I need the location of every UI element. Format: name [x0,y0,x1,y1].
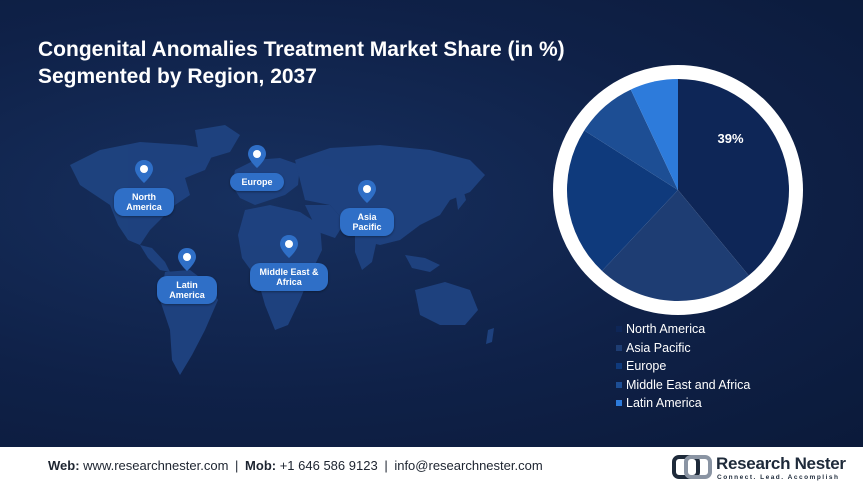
location-pin-icon [248,145,266,168]
legend-label: Europe [626,359,667,374]
pie-data-label: 39% [718,131,744,146]
web-link[interactable]: www.researchnester.com [83,458,229,473]
pin-north-america: North America [114,160,174,216]
chart-panel: Congenital Anomalies Treatment Market Sh… [0,0,863,447]
legend-label: Latin America [626,396,702,411]
pin-label: Latin America [157,276,217,304]
pin-middle-east-africa: Middle East & Africa [250,235,328,291]
location-pin-icon [135,160,153,183]
contact-line: Web: www.researchnester.com | Mob: +1 64… [48,458,543,473]
legend-item: North America [616,320,750,339]
chart-title: Congenital Anomalies Treatment Market Sh… [38,36,598,90]
pin-label: Asia Pacific [340,208,394,236]
legend-item: Europe [616,357,750,376]
legend-item: Middle East and Africa [616,376,750,395]
logo-icon [672,455,712,479]
separator: | [235,458,239,473]
research-nester-logo: Research Nester Connect. Lead. Accomplis… [672,453,846,484]
web-label: Web: [48,458,80,473]
pie-svg: 39% [553,65,803,315]
world-map [70,125,494,375]
pin-europe: Europe [230,145,284,191]
pie-slice-latin-america [630,79,678,190]
legend-swatch [616,326,622,333]
chart-title-line-2: Segmented by Region, 2037 [38,65,317,88]
pin-label: North America [114,188,174,216]
legend-swatch [616,363,622,370]
legend-label: Middle East and Africa [626,377,751,392]
pie-slice-europe [567,130,678,271]
pie-slice-middle-east-and-africa [584,89,678,190]
legend-item: Asia Pacific [616,339,750,358]
email-link[interactable]: info@researchnester.com [394,458,543,473]
pin-label: Middle East & Africa [250,263,328,291]
location-pin-icon [280,235,298,258]
phone-number: +1 646 586 9123 [279,458,378,473]
legend-label: North America [626,322,706,337]
chart-title-line-1: Congenital Anomalies Treatment Market Sh… [38,38,565,61]
legend-label: Asia Pacific [626,340,691,355]
pin-asia-pacific: Asia Pacific [340,180,394,236]
logo-tagline: Connect. Lead. Accomplish [717,474,840,481]
location-pin-icon [178,248,196,271]
pie-slice-asia-pacific [602,190,749,301]
chart-legend: North America Asia Pacific Europe Middle Ea… [616,320,750,413]
pin-label: Europe [230,173,284,191]
legend-swatch [616,381,622,388]
pin-latin-america: Latin America [157,248,217,304]
legend-swatch [616,400,622,407]
location-pin-icon [358,180,376,203]
pie-slice-north-america [678,79,789,276]
mob-label: Mob: [245,458,277,473]
pie-chart: 39% [553,65,803,315]
footer: Web: www.researchnester.com | Mob: +1 64… [0,447,863,485]
separator: | [384,458,388,473]
legend-item: Latin America [616,394,750,413]
logo-name: Research Nester [716,454,846,473]
legend-swatch [616,344,622,351]
